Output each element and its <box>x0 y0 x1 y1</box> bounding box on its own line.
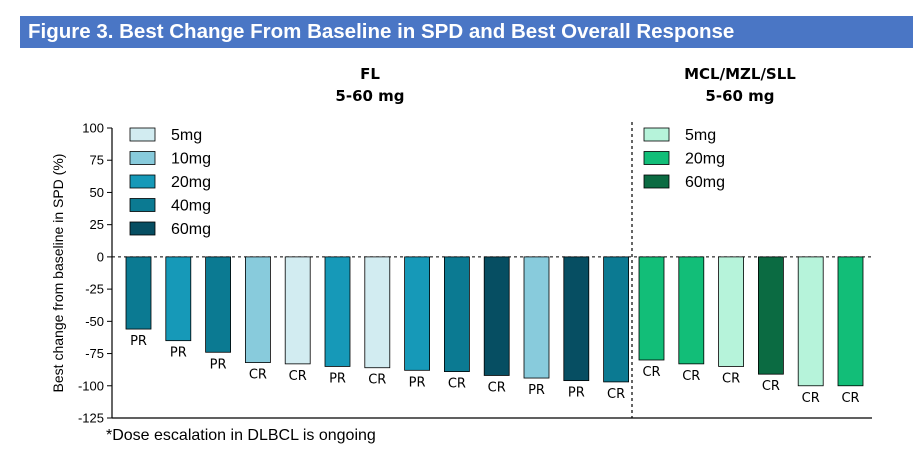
bar <box>483 256 510 376</box>
bar <box>603 256 629 383</box>
y-tick-label: 75 <box>90 153 104 168</box>
y-tick-label: -50 <box>85 314 104 329</box>
bar <box>523 256 550 379</box>
panel-left-name: FL <box>360 65 380 83</box>
bar <box>165 256 192 342</box>
panel-left-dose: 5-60 mg <box>335 87 405 105</box>
bar-response-label: PR <box>210 357 227 372</box>
bar-response-label: CR <box>249 368 267 383</box>
bar-response-label: CR <box>841 391 859 406</box>
bar-response-label: CR <box>488 380 506 395</box>
figure-title: Figure 3. Best Change From Baseline in S… <box>28 20 735 43</box>
bar <box>125 256 152 330</box>
panel-right-name: MCL/MZL/SLL <box>684 65 796 83</box>
legend-swatch <box>129 174 156 189</box>
bar-response-label: PR <box>329 371 346 386</box>
bar-response-label: CR <box>722 371 740 386</box>
y-tick-label: -25 <box>85 282 104 297</box>
legend-label: 40mg <box>171 198 211 215</box>
bar <box>758 256 784 375</box>
legend-swatch <box>129 198 156 212</box>
bar <box>284 256 311 365</box>
bar <box>797 256 824 387</box>
bar <box>638 256 665 361</box>
y-tick-label: -125 <box>78 411 104 426</box>
bar <box>563 256 590 382</box>
legend-swatch <box>643 127 670 142</box>
bar <box>443 256 470 372</box>
bar <box>324 256 351 367</box>
bar-response-label: PR <box>409 375 426 390</box>
legend-label: 20mg <box>171 174 211 191</box>
bar-response-label: PR <box>130 334 147 349</box>
y-axis-label: Best change from baseline in SPD (%) <box>50 154 66 393</box>
y-tick-label: 100 <box>82 121 104 136</box>
bar <box>244 256 271 363</box>
bar <box>718 256 744 367</box>
legend-label: 10mg <box>171 151 211 168</box>
y-tick-label: -100 <box>78 378 104 393</box>
bar-response-label: CR <box>802 391 820 406</box>
legend-swatch <box>643 151 670 165</box>
legend-label: 60mg <box>685 174 725 191</box>
footnote: *Dose escalation in DLBCL is ongoing <box>106 427 376 444</box>
y-tick-label: 50 <box>90 185 104 200</box>
bar-response-label: CR <box>448 377 466 392</box>
bar <box>205 256 232 353</box>
bar-response-label: CR <box>762 379 780 394</box>
bar <box>678 256 705 365</box>
bar-response-label: PR <box>528 383 545 398</box>
bar-response-label: CR <box>607 387 625 402</box>
bar-response-label: CR <box>368 373 386 388</box>
bar-response-label: CR <box>289 369 307 384</box>
bar-response-label: PR <box>170 346 187 361</box>
y-tick-label: 25 <box>90 217 104 232</box>
bar-response-label: PR <box>568 386 585 401</box>
bar <box>364 256 391 369</box>
bar-response-label: CR <box>682 369 700 384</box>
legend-swatch <box>129 127 156 142</box>
figure-title-bar: Figure 3. Best Change From Baseline in S… <box>20 16 913 48</box>
legend-swatch <box>643 174 670 189</box>
legend-label: 5mg <box>171 127 202 144</box>
panel-right-dose: 5-60 mg <box>705 87 775 105</box>
legend-label: 20mg <box>685 151 725 168</box>
bar <box>837 256 864 387</box>
y-tick-label: 0 <box>97 249 104 264</box>
y-tick-label: -75 <box>85 346 104 361</box>
panel-header-right: MCL/MZL/SLL 5-60 mg <box>640 63 840 107</box>
legend-label: 5mg <box>685 127 716 144</box>
panel-header-left: FL 5-60 mg <box>280 63 460 107</box>
legend-label: 60mg <box>171 221 211 238</box>
legend-swatch <box>129 151 156 165</box>
bar-response-label: CR <box>642 365 660 380</box>
legend-swatch <box>129 221 156 236</box>
bar <box>404 256 431 371</box>
